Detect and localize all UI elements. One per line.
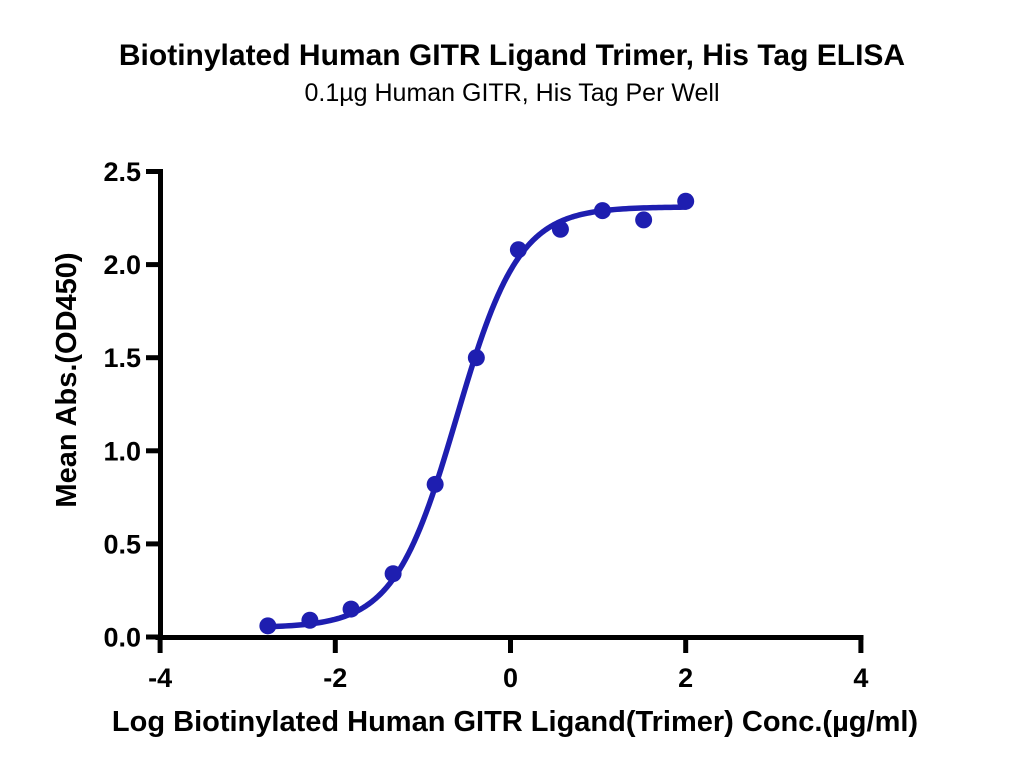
data-point: [259, 617, 277, 635]
y-tick-label: 0.0: [103, 623, 141, 653]
data-point: [426, 475, 444, 493]
x-axis-label: Log Biotinylated Human GITR Ligand(Trime…: [112, 706, 918, 738]
data-point: [342, 600, 360, 618]
axes: [155, 169, 864, 640]
y-tick-label: 2.5: [103, 157, 141, 187]
x-tick-label: -2: [323, 663, 347, 693]
y-tick-label: 0.5: [103, 529, 141, 559]
y-tick-label: 1.0: [103, 436, 141, 466]
data-point: [467, 349, 485, 367]
y-tick-label: 2.0: [103, 250, 141, 280]
data-point: [677, 192, 695, 210]
y-tick-label: 1.5: [103, 343, 141, 373]
x-axis-tick-labels: -4 -2 0 2 4: [148, 663, 868, 693]
x-tick-label: 0: [503, 663, 518, 693]
data-point: [384, 565, 402, 583]
x-tick-label: 2: [678, 663, 693, 693]
data-point: [635, 211, 653, 229]
y-axis-tick-labels: 0.0 0.5 1.0 1.5 2.0 2.5: [103, 157, 141, 653]
y-axis-ticks: [146, 169, 160, 640]
y-axis-label: Mean Abs.(OD450): [51, 252, 83, 507]
data-point: [509, 241, 527, 259]
data-point: [551, 220, 569, 238]
x-axis-ticks: [157, 640, 864, 653]
data-points: [259, 192, 695, 635]
fit-curve: [265, 204, 689, 630]
x-tick-label: -4: [148, 663, 172, 693]
x-tick-label: 4: [853, 663, 868, 693]
fit-curve-path: [265, 204, 689, 630]
data-point: [593, 202, 611, 220]
chart-title: Biotinylated Human GITR Ligand Trimer, H…: [119, 39, 905, 72]
data-point: [301, 611, 319, 629]
chart-subtitle: 0.1µg Human GITR, His Tag Per Well: [304, 79, 719, 107]
